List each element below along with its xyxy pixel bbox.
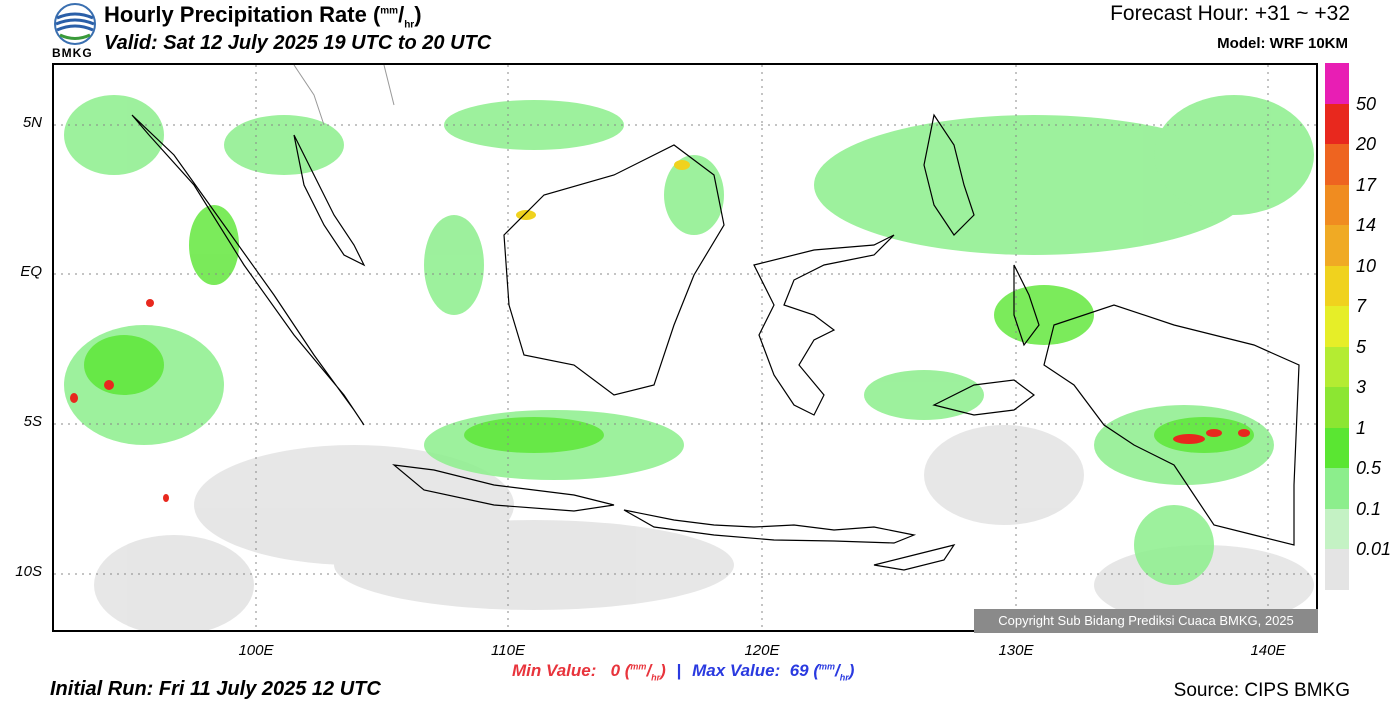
color-legend: [1325, 63, 1349, 590]
legend-swatch: [1325, 103, 1349, 145]
legend-label: 10: [1356, 255, 1377, 276]
legend-label: 1: [1356, 417, 1367, 438]
logo-text: BMKG: [52, 46, 93, 60]
min-value-text: Min Value: 0 (mm/hr): [512, 661, 666, 683]
legend-label: 50: [1356, 93, 1377, 114]
legend-label: 3: [1356, 377, 1367, 398]
legend-label: 0.5: [1356, 458, 1382, 479]
legend-label: 17: [1356, 174, 1377, 195]
legend-swatch: [1325, 549, 1349, 590]
min-max-values: Min Value: 0 (mm/hr) | Max Value: 69 (mm…: [512, 661, 855, 683]
map-canvas: [54, 65, 1316, 630]
lon-label-130e: 130E: [998, 642, 1034, 659]
lon-label-110e: 110E: [491, 642, 525, 659]
legend-swatch: [1325, 63, 1349, 104]
legend-swatch: [1325, 144, 1349, 185]
legend-swatch: [1325, 387, 1349, 428]
legend-label: 7: [1356, 296, 1367, 317]
legend-swatch: [1325, 468, 1349, 509]
lat-label-5n: 5N: [22, 114, 42, 131]
lon-label-100e: 100E: [238, 642, 274, 659]
legend-swatch: [1325, 508, 1349, 550]
lat-label-5s: 5S: [23, 413, 42, 430]
legend-swatch: [1325, 265, 1349, 307]
source-label: Source: CIPS BMKG: [1173, 680, 1350, 701]
precipitation-map: [52, 63, 1318, 632]
max-value-text: Max Value: 69 (mm/hr): [692, 661, 855, 683]
lat-label-eq: EQ: [20, 263, 42, 280]
forecast-hour: Forecast Hour: +31 ~ +32: [1110, 2, 1350, 25]
legend-label: 20: [1356, 134, 1377, 155]
legend-label: 14: [1356, 215, 1377, 236]
map-title: Hourly Precipitation Rate (mm/hr): [104, 2, 422, 31]
legend-swatch: [1325, 184, 1349, 226]
lon-label-120e: 120E: [744, 642, 780, 659]
initial-run: Initial Run: Fri 11 July 2025 12 UTC: [50, 678, 381, 700]
legend-swatch: [1325, 346, 1349, 388]
lat-label-10s: 10S: [15, 563, 42, 580]
valid-time: Valid: Sat 12 July 2025 19 UTC to 20 UTC: [104, 32, 492, 54]
legend-label: 0.1: [1356, 498, 1382, 519]
legend-swatch: [1325, 427, 1349, 469]
model-label: Model: WRF 10KM: [1217, 35, 1348, 52]
bmkg-logo: [52, 2, 98, 60]
legend-label: 0.01: [1356, 539, 1392, 560]
legend-swatch: [1325, 225, 1349, 266]
lon-label-140e: 140E: [1250, 642, 1286, 659]
legend-label: 5: [1356, 336, 1367, 357]
copyright-box: Copyright Sub Bidang Prediksi Cuaca BMKG…: [974, 609, 1318, 633]
legend-swatch: [1325, 306, 1349, 347]
